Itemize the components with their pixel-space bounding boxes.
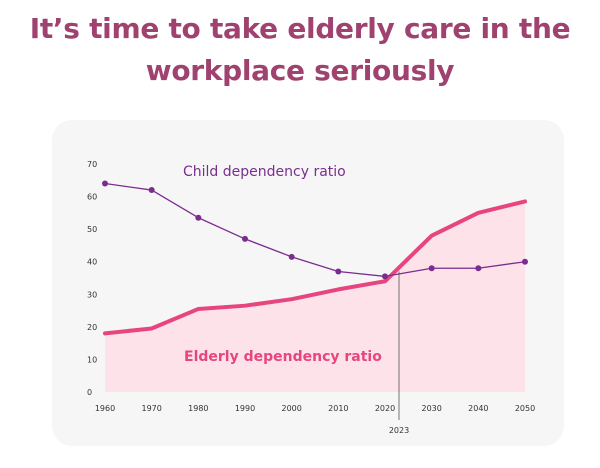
y-tick-label: 50 <box>87 225 97 234</box>
headline: It’s time to take elderly care in the wo… <box>0 8 600 92</box>
x-tick-label: 1970 <box>141 404 161 413</box>
y-tick-label: 0 <box>87 388 92 397</box>
child-dependency-line <box>104 182 526 278</box>
line-layer <box>102 180 528 336</box>
x-tick-label: 2030 <box>421 404 441 413</box>
child-dependency-label: Child dependency ratio <box>183 164 346 180</box>
child-data-point <box>335 268 342 275</box>
child-data-point <box>195 214 202 221</box>
child-data-point <box>102 180 108 187</box>
x-axis-ticks: 1960 1970 1980 1990 2000 2010 2020 2030 2040 2050 <box>95 404 535 413</box>
y-tick-label: 40 <box>87 258 97 267</box>
y-tick-label: 30 <box>87 290 97 299</box>
x-tick-label: 1960 <box>95 404 115 413</box>
headline-line-2: workplace seriously <box>145 54 455 87</box>
child-data-point <box>242 235 248 242</box>
child-data-point <box>428 265 435 272</box>
child-data-point <box>382 273 388 280</box>
child-data-point <box>148 187 155 194</box>
x-tick-label: 2010 <box>328 404 348 413</box>
year-2023-label: 2023 <box>389 426 409 435</box>
x-tick-label: 2000 <box>281 404 301 413</box>
elderly-dependency-line <box>103 199 527 336</box>
elderly-dependency-label: Elderly dependency ratio <box>184 349 382 365</box>
child-data-point <box>522 258 528 265</box>
x-tick-label: 2020 <box>375 404 395 413</box>
y-tick-label: 20 <box>87 323 97 332</box>
marker-layer: 2023 <box>389 271 409 435</box>
y-tick-label: 70 <box>87 160 97 169</box>
y-tick-label: 10 <box>87 355 97 364</box>
y-axis-ticks: 0 10 20 30 40 50 60 70 <box>87 160 97 397</box>
x-tick-label: 2040 <box>468 404 488 413</box>
headline-line-1: It’s time to take elderly care in the <box>29 12 571 45</box>
child-data-point <box>475 265 482 272</box>
y-tick-label: 60 <box>87 193 97 202</box>
x-tick-label: 1990 <box>235 404 255 413</box>
child-data-point <box>288 253 295 260</box>
x-tick-label: 1980 <box>188 404 208 413</box>
x-tick-label: 2050 <box>515 404 535 413</box>
